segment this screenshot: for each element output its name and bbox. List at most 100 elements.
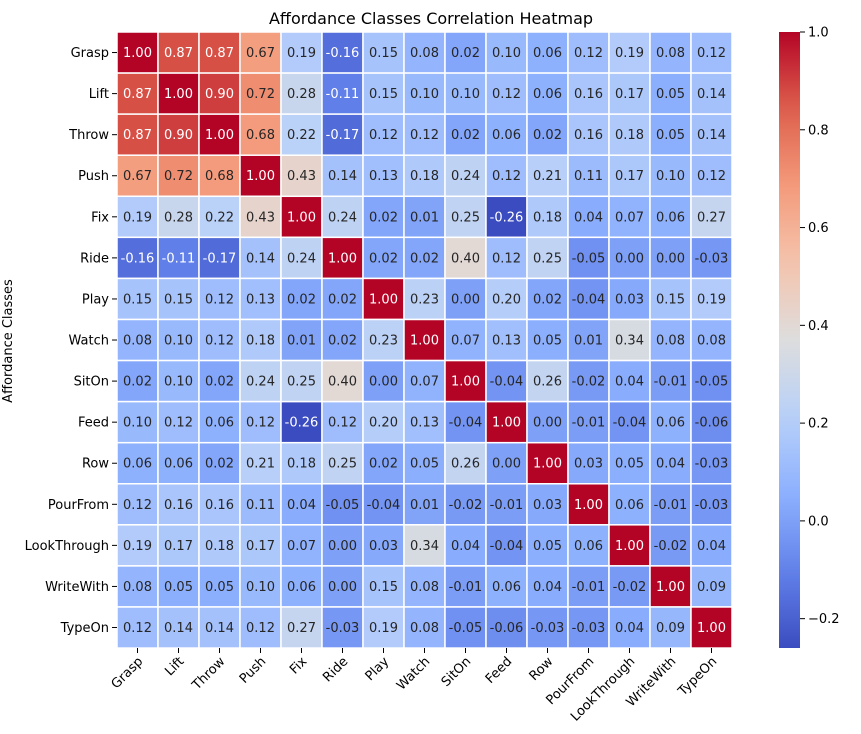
cell-value-label: 0.18 — [615, 128, 644, 143]
cell-value-label: 0.05 — [656, 128, 685, 143]
cell-value-label: 0.23 — [410, 292, 439, 307]
cell-value-label: 0.16 — [205, 498, 234, 513]
colorbar-tick-label: 0.6 — [808, 221, 829, 236]
cell-value-label: 0.02 — [369, 457, 398, 472]
x-tick-label: Ride — [320, 654, 351, 685]
y-tick-label: LookThrough — [25, 539, 109, 554]
cell-value-label: 0.25 — [328, 457, 357, 472]
cell-value-label: 0.14 — [697, 87, 726, 102]
heatmap-cell — [567, 236, 610, 280]
cell-value-label: 0.12 — [492, 169, 521, 184]
heatmap-cell — [321, 236, 364, 280]
heatmap-cell — [403, 154, 446, 198]
cell-value-label: 0.43 — [246, 210, 275, 225]
cell-value-label: 1.00 — [615, 539, 644, 554]
cell-value-label: 0.11 — [246, 498, 275, 513]
colorbar-tick-label: −0.2 — [808, 612, 840, 627]
cell-value-label: 0.16 — [574, 87, 603, 102]
cell-value-label: 0.26 — [451, 457, 480, 472]
cell-value-label: 0.08 — [410, 580, 439, 595]
heatmap-cell — [321, 72, 364, 115]
cell-value-label: 0.16 — [164, 498, 193, 513]
heatmap-cell — [280, 154, 323, 198]
heatmap-cell — [116, 524, 159, 567]
cell-value-label: 0.12 — [574, 46, 603, 61]
cell-value-label: 1.00 — [574, 498, 603, 513]
cell-value-label: 0.12 — [697, 46, 726, 61]
cell-value-label: 0.06 — [164, 457, 193, 472]
y-tick-label: Grasp — [71, 46, 109, 61]
cell-value-label: 1.00 — [205, 128, 234, 143]
heatmap-cell — [444, 524, 487, 567]
x-tick-label: Feed — [483, 654, 516, 687]
heatmap-cell — [690, 483, 733, 526]
cell-value-label: 0.08 — [656, 46, 685, 61]
cell-value-label: 0.14 — [246, 251, 275, 266]
heatmap-cell — [567, 565, 610, 608]
cell-value-label: 0.10 — [246, 580, 275, 595]
heatmap-cell — [403, 277, 446, 321]
cell-value-label: 0.08 — [123, 334, 152, 349]
heatmap-cell — [444, 195, 487, 239]
cell-value-label: 0.15 — [369, 87, 398, 102]
cell-value-label: -0.01 — [449, 580, 483, 595]
cell-value-label: -0.04 — [613, 416, 647, 431]
cell-value-label: 1.00 — [656, 580, 685, 595]
cell-value-label: -0.05 — [695, 375, 729, 390]
cell-value-label: 0.12 — [205, 334, 234, 349]
cell-value-label: 0.06 — [287, 580, 316, 595]
heatmap-cell — [321, 154, 364, 198]
cell-value-label: 0.03 — [615, 292, 644, 307]
heatmap-cell — [608, 565, 651, 608]
heatmap-cell — [690, 441, 733, 485]
heatmap-cell — [321, 359, 364, 403]
cell-value-label: -0.05 — [449, 621, 483, 636]
cell-value-label: 0.12 — [492, 251, 521, 266]
heatmap-cell — [649, 195, 692, 239]
cell-value-label: 0.27 — [287, 621, 316, 636]
cell-value-label: 0.27 — [697, 210, 726, 225]
cell-value-label: 1.00 — [328, 251, 357, 266]
heatmap-cell — [649, 483, 692, 526]
cell-value-label: 1.00 — [697, 621, 726, 636]
cell-value-label: 0.20 — [492, 292, 521, 307]
heatmap-cell — [116, 277, 159, 321]
heatmap-cell — [198, 318, 241, 362]
cell-value-label: -0.11 — [326, 87, 360, 102]
heatmap-cell — [116, 113, 159, 156]
heatmap-cell — [485, 154, 528, 198]
cell-value-label: 0.08 — [123, 580, 152, 595]
cell-value-label: 0.68 — [246, 128, 275, 143]
cell-value-label: 1.00 — [369, 292, 398, 307]
cell-value-label: 0.00 — [492, 457, 521, 472]
y-tick-label: Play — [82, 292, 109, 307]
cell-value-label: 0.12 — [205, 292, 234, 307]
cell-value-label: 0.19 — [369, 621, 398, 636]
cell-value-label: 0.34 — [615, 334, 644, 349]
heatmap-cell — [608, 524, 651, 567]
heatmap-cell — [362, 565, 405, 608]
heatmap-cell — [403, 359, 446, 403]
y-tick-label: Fix — [91, 210, 109, 225]
cell-value-label: 0.02 — [369, 251, 398, 266]
heatmap-cell — [567, 72, 610, 115]
heatmap-cell — [567, 359, 610, 403]
cell-value-label: 0.13 — [369, 169, 398, 184]
cell-value-label: 0.87 — [123, 87, 152, 102]
x-tick-label: Fix — [287, 654, 310, 677]
heatmap-cell — [403, 400, 446, 444]
heatmap-cell — [649, 400, 692, 444]
cell-value-label: 0.02 — [451, 128, 480, 143]
cell-value-label: 0.04 — [287, 498, 316, 513]
cell-value-label: 0.90 — [164, 128, 193, 143]
cell-value-label: -0.01 — [654, 498, 688, 513]
cell-value-label: 0.02 — [369, 210, 398, 225]
cell-value-label: 0.72 — [246, 87, 275, 102]
cell-value-label: 0.14 — [205, 621, 234, 636]
heatmap-cell — [239, 565, 282, 608]
cell-value-label: 0.10 — [656, 169, 685, 184]
colorbar-tick-label: 0.2 — [808, 417, 829, 432]
cell-value-label: -0.17 — [203, 251, 237, 266]
heatmap-cell — [649, 359, 692, 403]
cell-value-label: 0.10 — [451, 87, 480, 102]
